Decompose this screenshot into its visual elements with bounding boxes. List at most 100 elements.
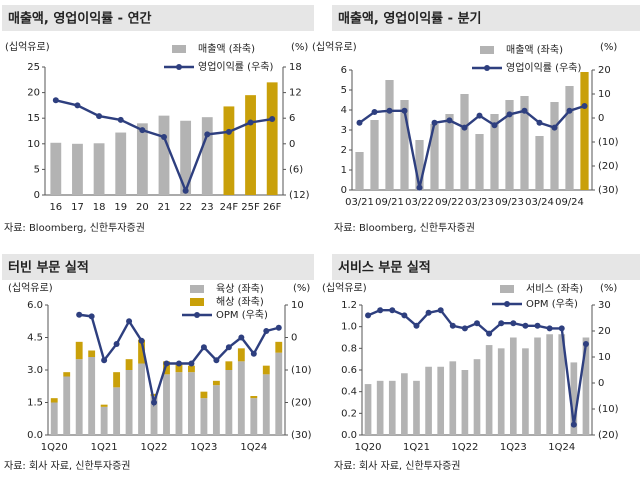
legend-marker: [194, 312, 200, 318]
line-marker: [269, 116, 276, 123]
bar: [565, 86, 574, 190]
bar: [225, 370, 233, 435]
line-marker: [431, 119, 438, 126]
y-tick-label: 0.4: [341, 387, 357, 398]
x-tick-label: 20: [136, 202, 149, 213]
bar: [580, 72, 589, 190]
bar: [75, 341, 83, 360]
bar: [445, 114, 454, 190]
bar: [180, 120, 192, 195]
bar: [437, 366, 445, 435]
x-tick-label: 1Q24: [240, 442, 267, 453]
line-marker: [225, 128, 232, 135]
panel-header: [2, 5, 314, 31]
bar: [115, 132, 127, 195]
line-marker: [371, 109, 378, 115]
y-tick-label: 6: [341, 65, 347, 76]
x-tick-label: 09/24: [555, 197, 584, 208]
y2-axis-unit: (%): [600, 42, 617, 53]
bar: [522, 348, 529, 435]
y2-tick-label: 20: [598, 65, 611, 76]
bar: [509, 337, 517, 435]
y2-axis-unit: (%): [600, 283, 617, 294]
x-tick-label: 03/22: [405, 197, 434, 208]
bar: [188, 372, 195, 435]
bar: [401, 373, 408, 435]
line-marker: [389, 307, 396, 314]
line-marker: [536, 119, 543, 126]
x-tick-label: 03/24: [525, 197, 554, 208]
legend-label: 육상 (좌축): [216, 283, 264, 295]
x-tick-label: 03/23: [465, 197, 494, 208]
line-marker: [250, 350, 257, 357]
line-marker: [386, 107, 393, 114]
bar: [136, 123, 148, 195]
bar: [163, 361, 170, 375]
line-marker: [416, 184, 423, 191]
x-tick-label: 25F: [241, 202, 260, 213]
panel-header: [332, 5, 640, 31]
bar: [370, 120, 379, 190]
bar: [63, 372, 71, 377]
y-tick-label: 0: [34, 190, 40, 201]
y-axis-unit: (십억유로): [312, 41, 357, 53]
legend-marker: [484, 65, 490, 71]
line-marker: [263, 328, 270, 334]
line-marker: [74, 102, 81, 109]
x-tick-label: 22: [179, 202, 192, 213]
bar: [275, 352, 283, 435]
line-marker: [247, 119, 254, 126]
line-marker: [546, 325, 553, 332]
y-tick-label: 25: [27, 62, 40, 73]
line-marker: [126, 318, 133, 325]
x-tick-label: 1Q20: [41, 442, 68, 453]
line-marker: [476, 112, 483, 119]
bar: [582, 337, 590, 435]
line-marker: [534, 322, 541, 329]
x-tick-label: 1Q21: [403, 442, 430, 453]
panel-title: 매출액, 영업이익률 - 분기: [338, 11, 482, 27]
y-axis-unit: (십억유로): [322, 282, 367, 294]
bar: [355, 152, 364, 190]
bar: [50, 142, 62, 195]
line-marker: [446, 117, 453, 124]
y2-tick-label: (20): [598, 161, 619, 172]
line-marker: [498, 320, 505, 327]
line-marker: [139, 127, 146, 134]
bar: [75, 359, 83, 435]
panel-header: [332, 254, 640, 280]
y2-tick-label: (6): [289, 164, 303, 175]
bar: [473, 359, 481, 435]
y-tick-label: 4: [341, 105, 347, 116]
bar: [200, 398, 208, 435]
line-marker: [182, 187, 189, 194]
y-tick-label: 1: [341, 165, 347, 176]
y2-axis-unit: (%): [293, 283, 310, 294]
panel-title: 터빈 부문 실적: [8, 260, 89, 276]
line-marker: [101, 357, 108, 364]
bar: [125, 370, 133, 435]
line-marker: [506, 111, 513, 118]
line-marker: [356, 119, 363, 126]
x-tick-label: 09/22: [435, 197, 464, 208]
line-marker: [275, 324, 282, 331]
line-marker: [437, 307, 444, 314]
line-marker: [461, 124, 468, 131]
bar: [175, 363, 183, 373]
y-tick-label: 1.5: [27, 398, 43, 409]
y-tick-label: 0.2: [341, 408, 357, 419]
y2-tick-label: 18: [289, 62, 302, 73]
line-marker: [570, 421, 577, 428]
line-marker: [96, 113, 103, 120]
bar: [200, 391, 208, 399]
y-tick-label: 0.0: [341, 430, 357, 441]
y-tick-label: 0.0: [27, 430, 43, 441]
bar: [150, 393, 158, 396]
line-marker: [521, 107, 528, 114]
y2-tick-label: 0: [598, 113, 604, 124]
bar: [425, 366, 432, 435]
y2-tick-label: (30): [598, 185, 619, 196]
bar: [505, 100, 514, 190]
bar: [125, 359, 133, 370]
